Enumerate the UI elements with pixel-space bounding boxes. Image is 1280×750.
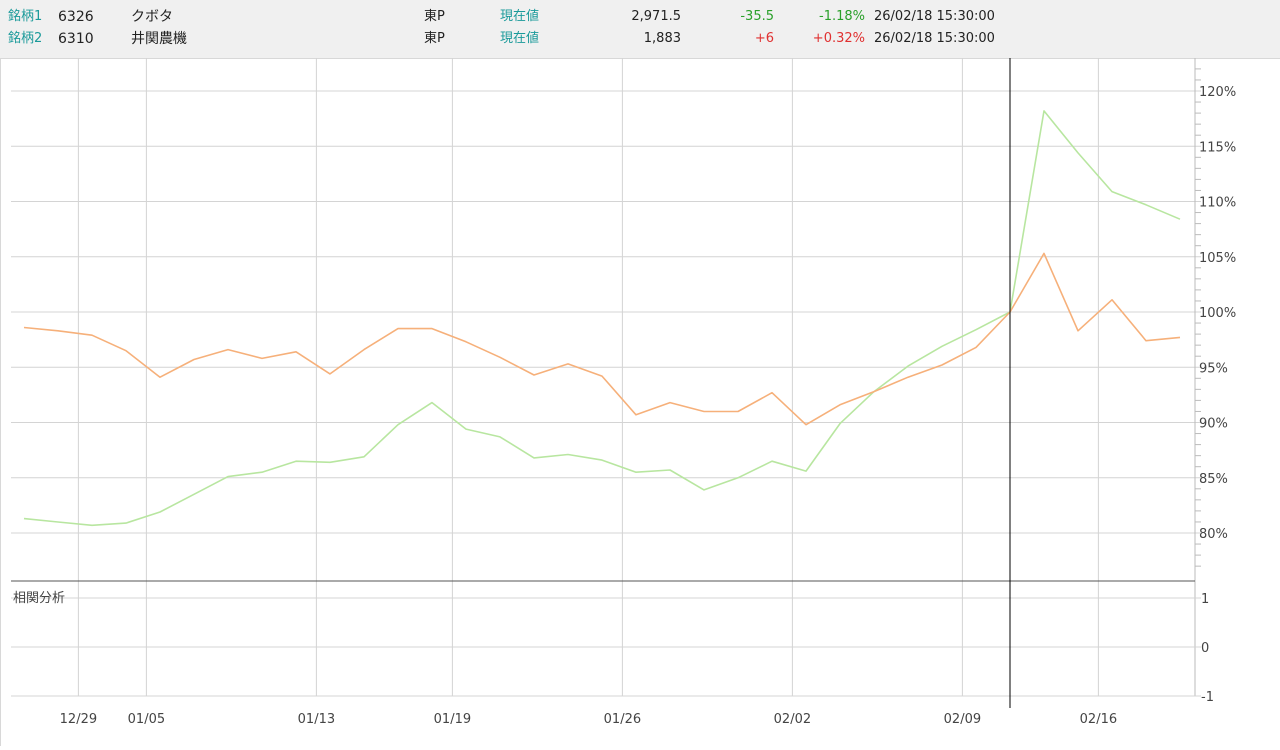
current-price: 2,971.5 <box>631 9 681 24</box>
correlation-y-tick-label: -1 <box>1201 690 1214 705</box>
chart-area[interactable]: 12/29 01/05 01/13 01/19 01/26 02/02 02/09 02/16… <box>0 58 1280 746</box>
price-change: -35.5 <box>740 9 774 24</box>
series-line-2 <box>23 252 1181 426</box>
price-label: 現在値 <box>500 31 540 46</box>
y-tick-label: 90% <box>1199 417 1228 432</box>
x-tick-label: 01/13 <box>298 712 335 727</box>
y-tick-label: 105% <box>1199 251 1236 266</box>
correlation-panel-title: 相関分析 <box>13 591 65 606</box>
x-tick-label: 02/09 <box>944 712 981 727</box>
market-label: 東P <box>424 9 445 24</box>
stock-info-header: 銘柄1 6326 クボタ 東P 現在値 2,971.5 -35.5 -1.18%… <box>0 0 1280 59</box>
x-tick-label: 02/02 <box>774 712 811 727</box>
y-tick-label: 110% <box>1199 196 1236 211</box>
price-change-pct: -1.18% <box>819 9 865 24</box>
price-label: 現在値 <box>500 9 540 24</box>
comparison-chart[interactable]: 12/29 01/05 01/13 01/19 01/26 02/02 02/09 02/16… <box>1 58 1280 746</box>
stock-row-1[interactable]: 銘柄1 6326 クボタ 東P 現在値 2,971.5 -35.5 -1.18%… <box>0 6 1280 28</box>
y-tick-label: 120% <box>1199 85 1236 100</box>
y-tick-label: 95% <box>1199 361 1228 376</box>
current-price: 1,883 <box>643 31 681 46</box>
y-tick-label: 80% <box>1199 527 1228 542</box>
x-tick-label: 12/29 <box>60 712 97 727</box>
correlation-y-tick-label: 1 <box>1201 592 1209 607</box>
stock-code: 6310 <box>58 31 94 47</box>
price-change-pct: +0.32% <box>812 31 865 46</box>
series-line-1 <box>23 110 1181 527</box>
price-datetime: 26/02/18 15:30:00 <box>874 9 995 24</box>
market-label: 東P <box>424 31 445 46</box>
stock-name: 井関農機 <box>131 31 187 47</box>
y-tick-label: 85% <box>1199 472 1228 487</box>
stock-row-2[interactable]: 銘柄2 6310 井関農機 東P 現在値 1,883 +6 +0.32% 26/… <box>0 28 1280 50</box>
price-change: +6 <box>754 31 774 46</box>
x-tick-label: 01/05 <box>128 712 165 727</box>
x-tick-label: 02/16 <box>1080 712 1117 727</box>
stock-name: クボタ <box>131 9 173 25</box>
x-tick-label: 01/26 <box>604 712 641 727</box>
stock-slot-label: 銘柄1 <box>8 9 43 24</box>
stock-slot-label: 銘柄2 <box>8 31 43 46</box>
y-tick-label: 115% <box>1199 140 1236 155</box>
correlation-y-tick-label: 0 <box>1201 641 1209 656</box>
price-datetime: 26/02/18 15:30:00 <box>874 31 995 46</box>
x-tick-label: 01/19 <box>434 712 471 727</box>
stock-code: 6326 <box>58 9 94 25</box>
y-tick-label: 100% <box>1199 306 1236 321</box>
